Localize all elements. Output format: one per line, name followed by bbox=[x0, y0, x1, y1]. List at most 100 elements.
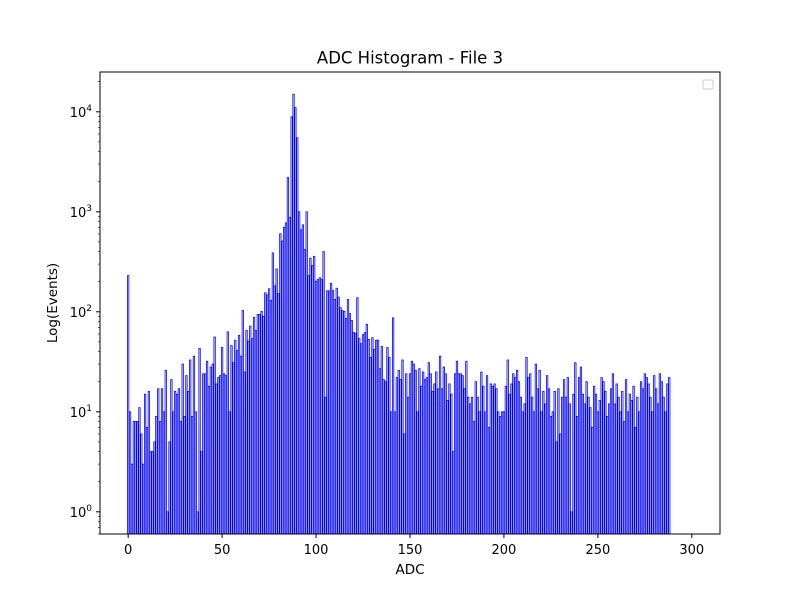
histogram-bar bbox=[155, 415, 158, 535]
histogram-bar bbox=[346, 299, 350, 535]
histogram-bar bbox=[298, 211, 301, 535]
histogram-bar bbox=[570, 511, 573, 535]
histogram-bar bbox=[271, 252, 274, 535]
histogram-bar bbox=[600, 377, 603, 535]
histogram-bar bbox=[252, 316, 256, 535]
histogram-bar bbox=[207, 385, 211, 535]
histogram-bar bbox=[453, 373, 457, 535]
histogram-bar bbox=[440, 388, 444, 535]
histogram-bar bbox=[463, 388, 466, 535]
histogram-bar bbox=[664, 411, 667, 535]
histogram-bar bbox=[159, 421, 162, 535]
histogram-bar bbox=[305, 211, 308, 535]
histogram-bar bbox=[474, 381, 477, 535]
histogram-bar bbox=[326, 290, 329, 535]
histogram-bar bbox=[482, 385, 485, 535]
x-tick-label: 200 bbox=[492, 543, 517, 558]
histogram-bar bbox=[361, 334, 365, 535]
histogram-bar bbox=[168, 441, 171, 535]
histogram-bar bbox=[562, 379, 566, 535]
histogram-bar bbox=[151, 451, 154, 535]
histogram-bar bbox=[525, 356, 528, 535]
histogram-bar bbox=[420, 385, 423, 535]
histogram-bar bbox=[408, 373, 412, 535]
histogram-bar bbox=[204, 373, 207, 535]
histogram-bar bbox=[365, 323, 368, 535]
histogram-bar bbox=[662, 396, 665, 535]
histogram-bar bbox=[508, 393, 511, 535]
histogram-bar bbox=[354, 332, 357, 535]
histogram-bar bbox=[384, 381, 387, 535]
histogram-bar bbox=[222, 373, 226, 535]
x-tick-label: 300 bbox=[679, 543, 704, 558]
legend-box[interactable] bbox=[702, 79, 714, 90]
histogram-bar bbox=[544, 403, 547, 535]
histogram-bar bbox=[260, 310, 263, 535]
histogram-bar bbox=[142, 463, 145, 535]
histogram-bar bbox=[572, 393, 575, 535]
histogram-bar bbox=[256, 314, 259, 535]
histogram-bar bbox=[283, 226, 286, 535]
histogram-bar bbox=[196, 511, 199, 535]
histogram-bar bbox=[337, 296, 340, 535]
histogram-bar bbox=[656, 403, 660, 535]
histogram-bar bbox=[455, 360, 459, 535]
histogram-bar bbox=[369, 356, 372, 535]
histogram-bar bbox=[386, 347, 389, 535]
histogram-bar bbox=[623, 421, 626, 535]
histogram-bar bbox=[311, 265, 314, 535]
histogram-bar bbox=[290, 116, 293, 535]
histogram-bar bbox=[254, 330, 258, 535]
histogram-bar bbox=[626, 411, 630, 535]
histogram-bar bbox=[480, 371, 483, 535]
histogram-bar bbox=[645, 377, 648, 535]
histogram-bar bbox=[335, 287, 338, 535]
histogram-bar bbox=[531, 396, 534, 535]
histogram-bar bbox=[205, 360, 209, 535]
histogram-bar bbox=[378, 368, 382, 535]
histogram-bar bbox=[446, 400, 449, 535]
chart-title: ADC Histogram - File 3 bbox=[317, 49, 503, 68]
histogram-bar bbox=[596, 411, 599, 535]
histogram-bar bbox=[495, 388, 498, 535]
histogram-bar bbox=[228, 411, 231, 535]
histogram-bar bbox=[309, 257, 312, 535]
histogram-bar bbox=[422, 371, 425, 535]
histogram-bar bbox=[341, 310, 344, 535]
histogram-bar bbox=[502, 411, 506, 535]
histogram-bar bbox=[266, 294, 269, 535]
histogram-bar bbox=[209, 366, 212, 535]
histogram-bar bbox=[170, 379, 173, 535]
histogram-bar bbox=[585, 381, 588, 535]
histogram-bar bbox=[491, 385, 494, 535]
histogram-bar bbox=[517, 381, 521, 535]
histogram-bar bbox=[275, 268, 278, 535]
histogram-bar bbox=[448, 383, 451, 535]
histogram-bar bbox=[579, 366, 583, 535]
y-tick-label: 102 bbox=[70, 304, 92, 321]
histogram-bar bbox=[299, 229, 303, 535]
histogram-bar bbox=[331, 290, 335, 535]
histogram-bar bbox=[521, 411, 524, 535]
histogram-bar bbox=[497, 411, 500, 535]
histogram-bar bbox=[189, 359, 192, 535]
histogram-bar bbox=[363, 332, 367, 535]
histogram-bar bbox=[391, 317, 395, 535]
histogram-bar bbox=[136, 421, 139, 535]
histogram-bar bbox=[442, 366, 445, 535]
histogram-bar bbox=[467, 396, 470, 535]
histogram-bar bbox=[523, 403, 526, 535]
histogram-bar bbox=[241, 310, 244, 535]
histogram-bar bbox=[632, 385, 635, 535]
histogram-bar bbox=[221, 347, 224, 535]
histogram-bar bbox=[320, 279, 323, 535]
histogram-bar bbox=[493, 383, 496, 535]
histogram-bar bbox=[329, 282, 333, 535]
histogram-bar bbox=[313, 255, 316, 535]
histogram-bar bbox=[433, 383, 436, 535]
histogram-bar bbox=[658, 373, 661, 535]
histogram-bar bbox=[561, 396, 564, 535]
histogram-bar bbox=[576, 415, 579, 535]
histogram-bar bbox=[258, 314, 261, 535]
